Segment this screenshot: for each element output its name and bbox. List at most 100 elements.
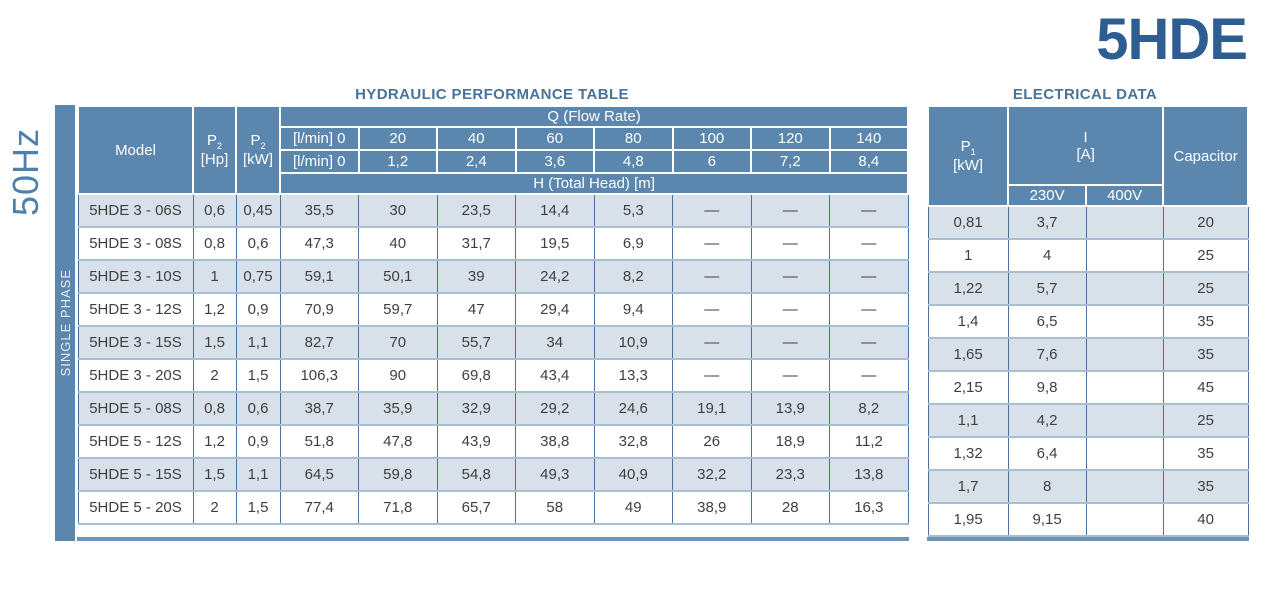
p2-hp-cell: 2 — [192, 358, 237, 393]
head-value-cell: 19,1 — [672, 391, 752, 426]
p1-kw-cell: 1,1 — [927, 403, 1009, 438]
p2-hp-unit: [Hp] — [200, 151, 229, 168]
current-400v-cell — [1085, 304, 1164, 339]
current-230v-cell: 7,6 — [1007, 337, 1087, 372]
current-400v-cell — [1085, 337, 1164, 372]
p2-kw-cell: 1,1 — [235, 457, 281, 492]
head-value-cell: 32,9 — [436, 391, 516, 426]
head-value-cell: 35,5 — [279, 193, 359, 228]
head-value-cell: 47 — [436, 292, 516, 327]
electrical-table-row: 1,65 7,6 35 — [927, 337, 1249, 372]
head-value-cell: 38,9 — [672, 490, 752, 525]
model-cell: 5HDE 5 - 15S — [77, 457, 194, 492]
head-value-cell: — — [750, 358, 830, 393]
current-230v-cell: 6,5 — [1007, 304, 1087, 339]
electrical-table-wrap: P1 [kW] I [A] Capacitor 230V 400V 0,81 3,7 2… — [927, 105, 1250, 541]
flow-lmin-cell: 120 — [750, 126, 831, 151]
head-value-cell: 18,9 — [750, 424, 830, 459]
p2-hp-cell: 1,2 — [192, 292, 237, 327]
head-value-cell: 24,2 — [515, 259, 595, 294]
hydraulic-table-row: 5HDE 5 - 08S 0,8 0,6 38,7 35,9 32,9 29,2 24,6 19… — [77, 391, 909, 426]
capacitor-cell: 35 — [1162, 436, 1249, 471]
head-value-cell: 82,7 — [279, 325, 359, 360]
electrical-table-row: 1,32 6,4 35 — [927, 436, 1249, 471]
flow-rate-alt-row: [l/min] 0 1,2 2,4 3,6 4,8 6 7,2 8,4 — [78, 149, 910, 174]
p2-kw-cell: 1,1 — [235, 325, 281, 360]
capacitor-cell: 35 — [1162, 337, 1249, 372]
capacitor-cell: 45 — [1162, 370, 1249, 405]
p2-hp-cell: 1 — [192, 259, 237, 294]
flow-alt-cell: 1,2 — [357, 149, 438, 174]
frequency-label: 50Hz — [5, 127, 46, 217]
p1-kw-cell: 1,65 — [927, 337, 1009, 372]
head-value-cell: 59,7 — [358, 292, 438, 327]
single-phase-bar: SINGLE PHASE — [55, 105, 75, 541]
capacitor-column-header: Capacitor — [1162, 105, 1250, 207]
p1-kw-cell: 2,15 — [927, 370, 1009, 405]
p2-kw-cell: 1,5 — [235, 490, 281, 525]
model-cell: 5HDE 3 - 12S — [77, 292, 194, 327]
head-value-cell: — — [829, 325, 909, 360]
model-cell: 5HDE 3 - 10S — [77, 259, 194, 294]
head-value-cell: 49,3 — [515, 457, 595, 492]
head-value-cell: 10,9 — [593, 325, 673, 360]
head-value-cell: 34 — [515, 325, 595, 360]
head-value-cell: — — [672, 325, 752, 360]
model-column-header: Model — [77, 105, 194, 195]
current-400v-cell — [1085, 502, 1164, 537]
hydraulic-table-row: 5HDE 5 - 15S 1,5 1,1 64,5 59,8 54,8 49,3 40,9 32… — [77, 457, 909, 492]
flow-lmin-cell: 80 — [593, 126, 674, 151]
p1-kw-cell: 1,22 — [927, 271, 1009, 306]
current-230v-cell: 3,7 — [1007, 205, 1087, 240]
head-value-cell: 40 — [358, 226, 438, 261]
head-value-cell: — — [829, 259, 909, 294]
model-cell: 5HDE 5 - 12S — [77, 424, 194, 459]
hydraulic-table-row: 5HDE 3 - 15S 1,5 1,1 82,7 70 55,7 34 10,9— — — — [77, 325, 909, 360]
head-value-cell: — — [750, 226, 830, 261]
capacitor-cell: 35 — [1162, 469, 1249, 504]
p2-symbol: P — [250, 132, 261, 149]
head-value-cell: 24,6 — [593, 391, 673, 426]
hydraulic-performance-table: Model P2 [Hp] P2 [kW] Q (Flow Rate) [l/min… — [77, 105, 910, 525]
head-value-cell: — — [672, 226, 752, 261]
head-value-cell: 31,7 — [436, 226, 516, 261]
head-value-cell: 26 — [672, 424, 752, 459]
hydraulic-table-row: 5HDE 5 - 12S 1,2 0,9 51,8 47,8 43,9 38,8 32,8 26… — [77, 424, 909, 459]
p1-kw-cell: 0,81 — [927, 205, 1009, 240]
electrical-table-row: 2,15 9,8 45 — [927, 370, 1249, 405]
p1-unit: [kW] — [953, 157, 984, 174]
head-value-cell: 40,9 — [593, 457, 673, 492]
head-value-cell: 8,2 — [593, 259, 673, 294]
current-230v-cell: 4 — [1007, 238, 1087, 273]
voltage-400v-header: 400V — [1085, 184, 1165, 207]
current-column-header: I [A] — [1007, 105, 1165, 186]
flow-alt-cell: 3,6 — [514, 149, 595, 174]
p2-kw-column-header: P2 [kW] — [235, 105, 281, 195]
flow-alt-cell: 6 — [671, 149, 752, 174]
head-value-cell: 29,2 — [515, 391, 595, 426]
model-cell: 5HDE 3 - 20S — [77, 358, 194, 393]
head-value-cell: 38,8 — [515, 424, 595, 459]
flow-rate-lmin-row: [l/min] 0 20 40 60 80 100 120 140 — [78, 126, 910, 151]
head-value-cell: 23,5 — [436, 193, 516, 228]
head-value-cell: — — [672, 259, 752, 294]
p2-kw-cell: 0,9 — [235, 292, 281, 327]
electrical-table-row: 1,7 8 35 — [927, 469, 1249, 504]
head-value-cell: 55,7 — [436, 325, 516, 360]
hydraulic-table-row: 5HDE 5 - 20S 2 1,5 77,4 71,8 65,7 58 49 38,9 28 16… — [77, 490, 909, 525]
p2-hp-cell: 0,8 — [192, 226, 237, 261]
head-value-cell: 14,4 — [515, 193, 595, 228]
head-value-cell: 69,8 — [436, 358, 516, 393]
current-400v-cell — [1085, 403, 1164, 438]
current-symbol: I — [1083, 128, 1088, 146]
head-value-cell: 54,8 — [436, 457, 516, 492]
model-cell: 5HDE 3 - 15S — [77, 325, 194, 360]
head-value-cell: 59,8 — [358, 457, 438, 492]
head-value-cell: 32,8 — [593, 424, 673, 459]
head-value-cell: 9,4 — [593, 292, 673, 327]
head-value-cell: 47,3 — [279, 226, 359, 261]
voltage-230v-header: 230V — [1007, 184, 1088, 207]
head-value-cell: 51,8 — [279, 424, 359, 459]
current-400v-cell — [1085, 436, 1164, 471]
p1-subscript: 1 — [970, 147, 976, 157]
